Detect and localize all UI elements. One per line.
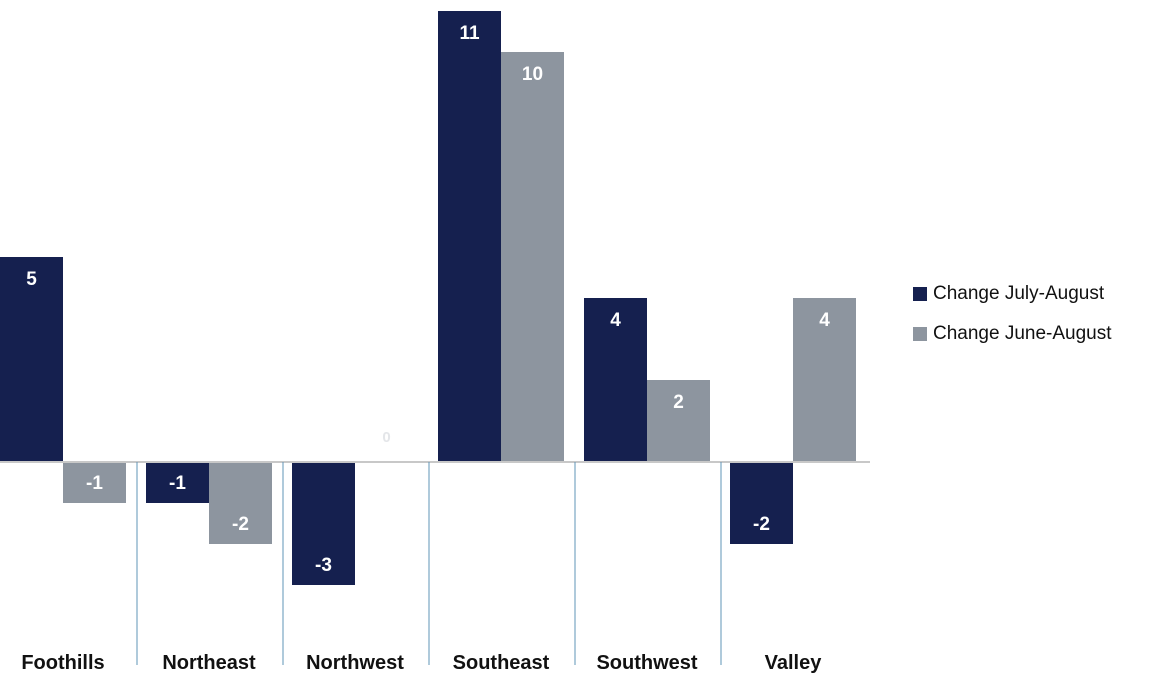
legend-swatch-july-august — [913, 287, 927, 301]
data-label-june-august-northwest: 0 — [382, 429, 390, 446]
category-dividers — [136, 462, 722, 665]
legend-label-july-august: Change July-August — [933, 283, 1105, 304]
bar-june-august-northeast — [209, 462, 272, 544]
x-tick-label-northeast: Northeast — [162, 652, 256, 674]
data-label-july-august-northwest: -3 — [315, 555, 332, 576]
data-label-june-august-southeast: 10 — [522, 64, 543, 85]
x-tick-label-valley: Valley — [765, 652, 823, 674]
bar-july-august-northeast — [146, 462, 209, 503]
bar-june-august-southeast — [501, 52, 564, 462]
data-label-july-august-northeast: -1 — [169, 473, 186, 494]
legend-label-june-august: Change June-August — [933, 323, 1112, 344]
bar-july-august-valley — [730, 462, 793, 544]
x-tick-label-foothills: Foothills — [21, 652, 104, 674]
bar-july-august-foothills — [0, 257, 63, 462]
x-tick-label-southeast: Southeast — [453, 652, 550, 674]
data-label-july-august-foothills: 5 — [26, 269, 37, 290]
data-label-june-august-northeast: -2 — [232, 514, 249, 535]
data-label-june-august-southwest: 2 — [673, 392, 684, 413]
legend-item-july-august: Change July-August — [913, 283, 1112, 304]
bar-july-august-northwest — [292, 462, 355, 585]
legend-item-june-august: Change June-August — [913, 323, 1112, 344]
data-label-july-august-southwest: 4 — [610, 310, 621, 331]
data-label-june-august-foothills: -1 — [86, 473, 103, 494]
bar-july-august-southeast — [438, 11, 501, 462]
legend: Change July-August Change June-August — [913, 283, 1112, 364]
legend-swatch-june-august — [913, 327, 927, 341]
data-labels-group: 5 -1 -1 -2 -3 0 11 10 4 2 -2 4 — [26, 23, 830, 576]
data-label-july-august-southeast: 11 — [459, 23, 480, 44]
bars-group — [0, 11, 856, 585]
data-label-june-august-valley: 4 — [819, 310, 830, 331]
x-tick-label-southwest: Southwest — [596, 652, 697, 674]
bar-june-august-southwest — [647, 380, 710, 462]
x-axis-tick-labels: Foothills Northeast Northwest Southeast Sout… — [21, 652, 822, 674]
bar-july-august-southwest — [584, 298, 647, 462]
x-tick-label-northwest: Northwest — [306, 652, 404, 674]
data-label-july-august-valley: -2 — [753, 514, 770, 535]
bar-june-august-foothills — [63, 462, 126, 503]
bar-june-august-valley — [793, 298, 856, 462]
